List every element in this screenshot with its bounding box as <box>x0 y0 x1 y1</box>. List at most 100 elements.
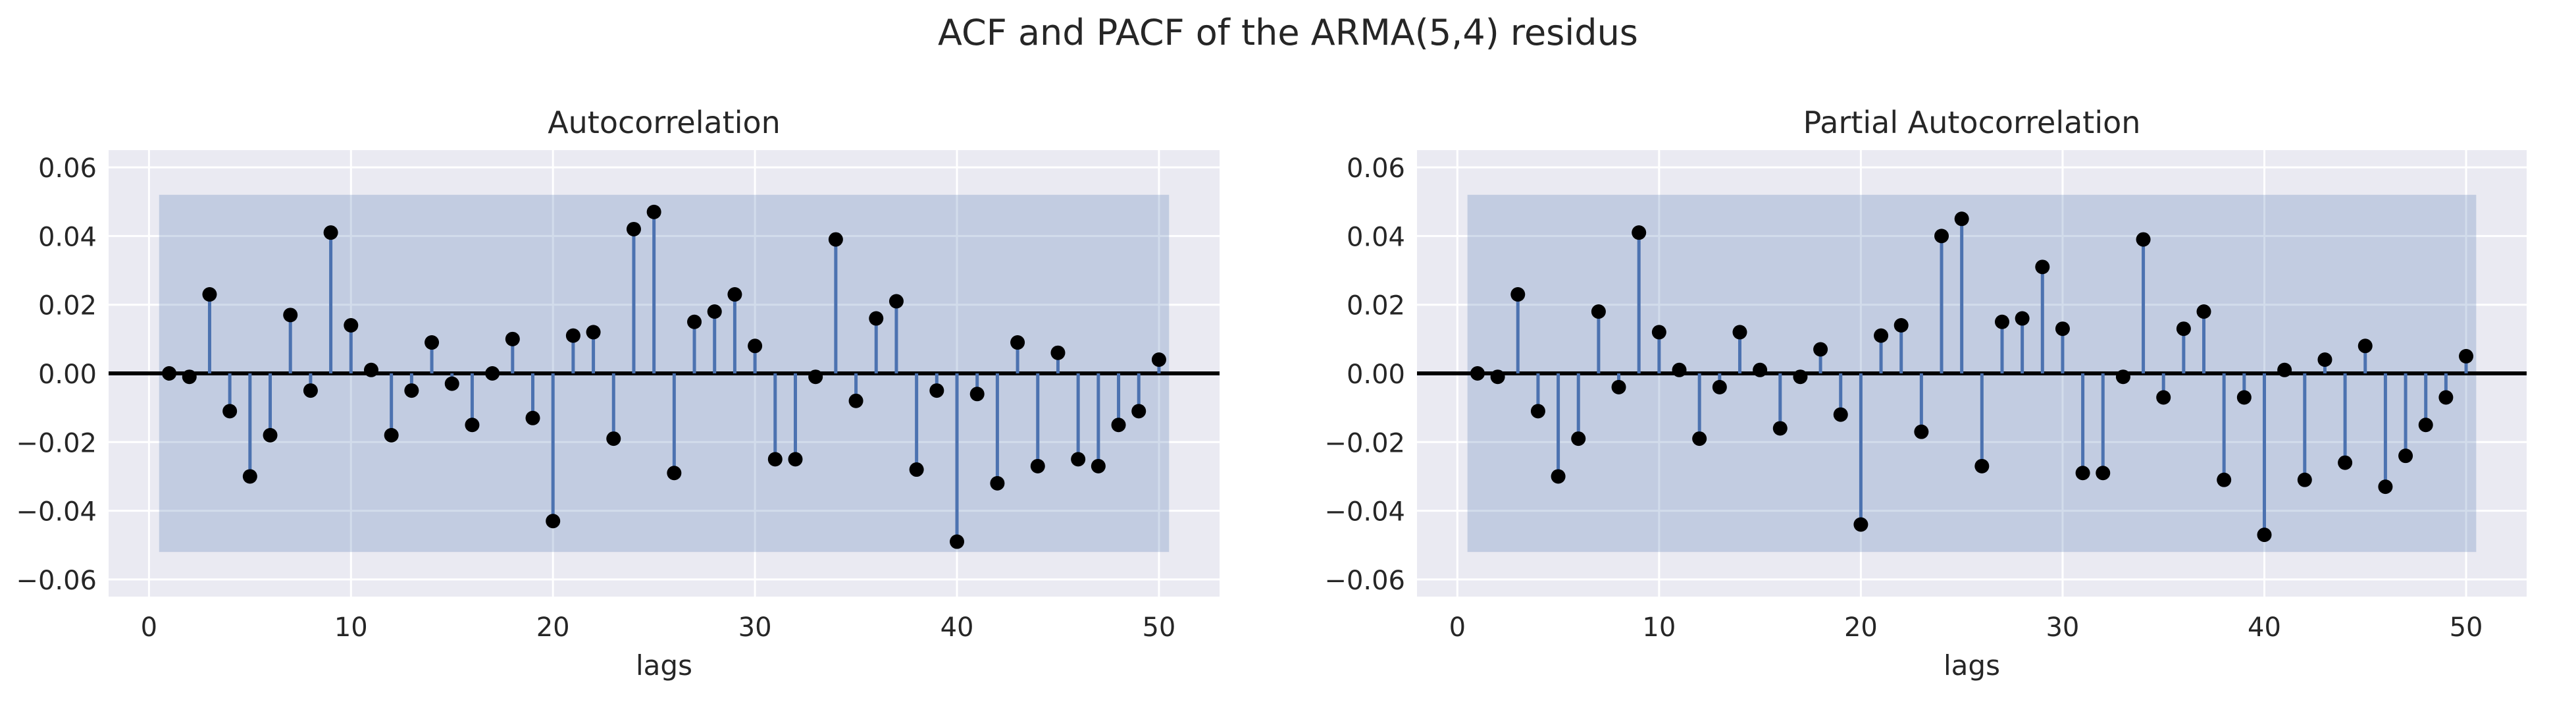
pacf-point <box>2136 232 2151 247</box>
acf-point <box>485 366 500 381</box>
acf-xtick-label: 0 <box>141 612 157 643</box>
acf-point <box>626 221 641 236</box>
acf-point <box>1071 452 1086 467</box>
acf-point <box>384 427 399 443</box>
acf-point <box>182 369 197 385</box>
pacf-point <box>2357 338 2373 354</box>
acf-ytick-label: −0.02 <box>16 428 97 458</box>
acf-point <box>1131 404 1146 419</box>
pacf-point <box>1732 325 1747 340</box>
acf-point <box>263 427 278 443</box>
pacf-point <box>1611 379 1626 394</box>
acf-point <box>990 475 1005 491</box>
acf-point <box>202 287 217 302</box>
acf-point <box>667 466 682 481</box>
pacf-point <box>2236 390 2252 405</box>
pacf-point <box>2217 472 2232 487</box>
acf-point <box>869 311 884 326</box>
pacf-point <box>2096 466 2111 481</box>
acf-ytick-label: 0.06 <box>38 153 97 184</box>
acf-point <box>303 383 318 398</box>
pacf-point <box>1490 369 1505 385</box>
pacf-point <box>2115 369 2130 385</box>
pacf-ytick-label: −0.06 <box>1324 566 1405 596</box>
pacf-xtick-label: 50 <box>2450 612 2483 643</box>
acf-xlabel: lags <box>636 649 692 682</box>
acf-point <box>727 287 742 302</box>
acf-panel: −0.06 −0.04 −0.02 0.00 0.02 0.04 0.06 0 10 20 30 40… <box>0 0 1288 699</box>
acf-point <box>242 469 257 484</box>
pacf-point <box>2277 362 2292 377</box>
acf-point <box>1030 458 1045 473</box>
acf-point <box>1010 335 1025 350</box>
acf-point <box>465 418 480 433</box>
pacf-xtick-label: 10 <box>1642 612 1676 643</box>
acf-point <box>929 383 944 398</box>
pacf-chart: −0.06 −0.04 −0.02 0.00 0.02 0.04 0.06 0 10 20 30 40… <box>1324 105 2527 682</box>
pacf-point <box>1893 317 1909 333</box>
pacf-point <box>1530 404 1545 419</box>
acf-title: Autocorrelation <box>548 105 781 140</box>
acf-point <box>687 314 702 329</box>
pacf-point <box>1793 369 1808 385</box>
pacf-point <box>2317 352 2332 367</box>
acf-point <box>363 362 378 377</box>
pacf-point <box>1974 458 1990 473</box>
acf-point <box>606 431 621 446</box>
pacf-point <box>2055 321 2070 337</box>
pacf-point <box>2418 418 2433 433</box>
acf-xtick-label: 20 <box>536 612 570 643</box>
pacf-xtick-label: 40 <box>2248 612 2281 643</box>
pacf-point <box>2257 527 2272 543</box>
acf-point <box>767 452 783 467</box>
acf-point <box>404 383 419 398</box>
acf-point <box>828 232 843 247</box>
acf-point <box>162 366 177 381</box>
pacf-ytick-label: 0.00 <box>1347 360 1405 390</box>
acf-chart: −0.06 −0.04 −0.02 0.00 0.02 0.04 0.06 0 10 20 30 40… <box>16 105 1220 682</box>
acf-point <box>808 369 823 385</box>
pacf-point <box>1853 517 1868 532</box>
pacf-point <box>2035 259 2050 275</box>
pacf-point <box>2438 390 2454 405</box>
pacf-point <box>1994 314 2009 329</box>
acf-ytick-label: 0.04 <box>38 222 97 252</box>
pacf-panel: −0.06 −0.04 −0.02 0.00 0.02 0.04 0.06 0 10 20 30 40… <box>1288 0 2576 699</box>
acf-point <box>889 294 904 309</box>
pacf-point <box>2378 479 2393 495</box>
pacf-point <box>1672 362 1687 377</box>
pacf-point <box>1692 431 1707 446</box>
pacf-point <box>1510 287 1526 302</box>
acf-point <box>344 317 359 333</box>
acf-point <box>950 534 965 549</box>
pacf-xlabel: lags <box>1944 649 2000 682</box>
pacf-point <box>2156 390 2171 405</box>
acf-point <box>586 325 601 340</box>
acf-point <box>546 514 561 529</box>
acf-point <box>425 335 440 350</box>
pacf-ytick-label: 0.02 <box>1347 291 1405 321</box>
acf-point <box>565 328 580 343</box>
acf-point <box>707 304 722 319</box>
pacf-point <box>1571 431 1586 446</box>
pacf-xtick-label: 0 <box>1449 612 1466 643</box>
figure-title: ACF and PACF of the ARMA(5,4) residus <box>938 12 1638 53</box>
pacf-point <box>2398 448 2413 464</box>
acf-point <box>1050 345 1066 360</box>
pacf-point <box>2176 321 2191 337</box>
pacf-point <box>1934 229 1949 244</box>
pacf-point <box>1753 362 1768 377</box>
pacf-ytick-label: 0.04 <box>1347 222 1405 252</box>
pacf-point <box>1632 225 1647 240</box>
pacf-xtick-label: 30 <box>2046 612 2079 643</box>
pacf-point <box>1813 342 1828 357</box>
acf-point <box>1111 418 1126 433</box>
pacf-point <box>1772 421 1788 436</box>
pacf-point <box>2297 472 2312 487</box>
pacf-point <box>1551 469 1566 484</box>
pacf-ytick-label: −0.02 <box>1324 428 1405 458</box>
acf-point <box>222 404 238 419</box>
acf-ytick-label: 0.00 <box>38 360 97 390</box>
acf-point <box>646 204 661 219</box>
acf-point <box>1151 352 1166 367</box>
